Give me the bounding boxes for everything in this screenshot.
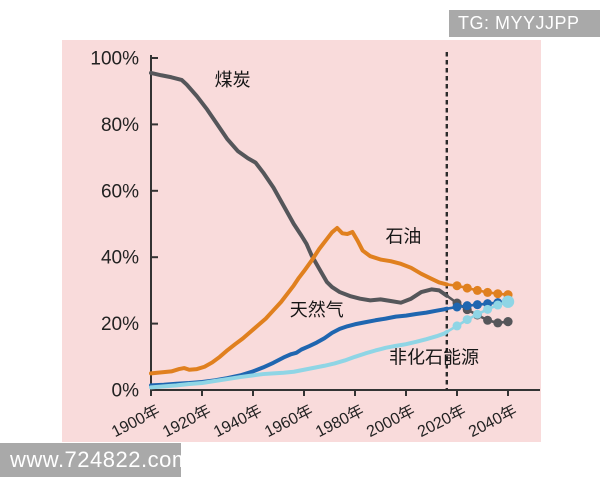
non-fossil-history-line: [149, 329, 449, 390]
coal-history-line: [149, 70, 449, 305]
x-axis-label: 1900年: [109, 402, 163, 441]
oil-forecast-dot: [472, 285, 482, 295]
watermark-top-right: TG: MYYJJPP: [449, 10, 600, 37]
y-axis-label: 20%: [101, 314, 139, 335]
non-fossil-forecast-dot: [462, 315, 472, 325]
natural-gas-forecast-dot: [472, 300, 482, 310]
oil-forecast-dot: [462, 283, 472, 293]
natural-gas-forecast-dot: [462, 301, 472, 311]
x-axis-label: 2020年: [415, 402, 469, 441]
x-axis-label: 2040年: [466, 402, 520, 441]
non-fossil-forecast-dot: [493, 300, 503, 310]
x-axis-label: 2000年: [364, 402, 418, 441]
y-axis-label: 40%: [101, 248, 139, 269]
watermark-bottom-left: www.724822.com: [0, 443, 181, 477]
natural-gas-forecast-dot: [452, 302, 462, 312]
oil-forecast-dot: [493, 289, 503, 299]
x-axis-label: 1980年: [313, 402, 367, 441]
coal-forecast-dot: [483, 315, 493, 325]
y-axis-label: 100%: [90, 49, 139, 70]
coal-series-label: 煤炭: [215, 70, 251, 90]
x-axis-label: 1940年: [211, 402, 265, 441]
x-axis-label: 1960年: [262, 402, 316, 441]
y-axis-label: 60%: [101, 181, 139, 202]
oil-series-label: 石油: [385, 226, 421, 246]
non-fossil-forecast-dot: [501, 295, 515, 308]
non-fossil-forecast-dot: [472, 309, 482, 319]
oil-forecast-dot: [483, 287, 493, 297]
x-axis-label: 1920年: [160, 402, 214, 441]
coal-forecast-dot: [503, 317, 513, 327]
oil-history-line: [149, 225, 449, 376]
y-axis-label: 0%: [112, 381, 140, 402]
non-fossil-forecast-dot: [483, 304, 493, 314]
non-fossil-series-label: 非化石能源: [389, 347, 479, 367]
chart-background-panel: [62, 40, 541, 442]
coal-forecast-dot: [493, 318, 503, 328]
non-fossil-forecast-dot: [452, 321, 462, 331]
y-axis-label: 80%: [101, 115, 139, 136]
natural-gas-series-label: 天然气: [290, 300, 344, 320]
oil-forecast-dot: [452, 281, 462, 291]
